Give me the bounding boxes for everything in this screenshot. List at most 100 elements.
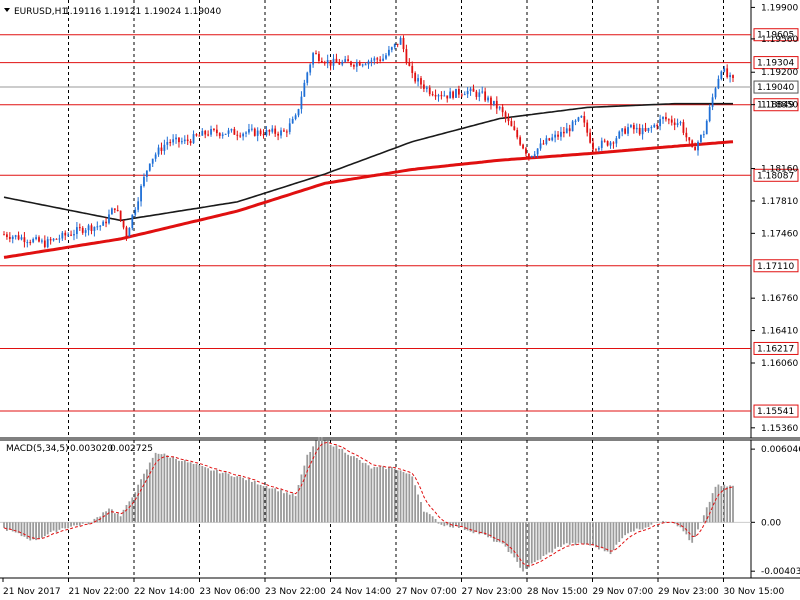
- candle-body: [61, 232, 64, 239]
- candle-body: [583, 116, 586, 123]
- low-value: 1.19024: [144, 7, 181, 17]
- x-tick-label: 27 Nov 23:00: [462, 587, 523, 597]
- candle-body: [245, 132, 247, 134]
- candle-body: [504, 112, 507, 119]
- candle-body: [163, 144, 166, 152]
- candle-body: [178, 137, 180, 143]
- y-tick-label: 1.19900: [761, 3, 798, 13]
- candle-body: [309, 64, 312, 73]
- candle-body: [641, 128, 644, 135]
- candle-body: [621, 128, 624, 132]
- candle-body: [711, 97, 714, 108]
- candle-body: [347, 59, 349, 62]
- candle-body: [662, 116, 664, 120]
- candle-body: [586, 122, 589, 133]
- candle-body: [667, 119, 670, 121]
- candle-body: [355, 62, 358, 67]
- candle-body: [632, 125, 635, 130]
- candle-body: [510, 121, 513, 127]
- candle-body: [14, 235, 17, 237]
- candle-body: [81, 227, 84, 233]
- ma-slow-line: [3, 140, 734, 259]
- candle-body: [213, 129, 215, 131]
- candle-body: [318, 53, 320, 61]
- candle-body: [125, 227, 128, 237]
- candle-body: [6, 234, 8, 237]
- x-tick-label: 27 Nov 07:00: [396, 587, 457, 597]
- candle-body: [84, 230, 87, 233]
- y-tick-label: 1.18850: [761, 101, 798, 111]
- candle-body: [638, 127, 641, 135]
- candle-body: [717, 78, 720, 89]
- candle-body: [530, 155, 533, 157]
- candle-body: [600, 140, 603, 148]
- candle-body: [481, 91, 484, 93]
- candle-body: [297, 109, 300, 116]
- candle-body: [592, 142, 594, 150]
- candle-body: [475, 91, 478, 97]
- candle-body: [227, 130, 230, 134]
- candle-body: [551, 137, 554, 141]
- candle-body: [408, 62, 411, 66]
- candle-body: [52, 238, 55, 241]
- candle-body: [399, 37, 402, 45]
- candle-body: [285, 131, 288, 133]
- open-value: 1.19116: [64, 7, 101, 17]
- candle-body: [495, 100, 498, 109]
- candle-body: [723, 68, 726, 72]
- candle-body: [726, 68, 729, 78]
- candle-body: [17, 235, 20, 240]
- x-tick-label: 24 Nov 14:00: [331, 587, 392, 597]
- x-tick-label: 23 Nov 06:00: [200, 587, 261, 597]
- macd-label: MACD(5,34,5): [6, 444, 69, 454]
- candle-body: [700, 134, 702, 142]
- candle-body: [154, 154, 157, 159]
- candle-body: [26, 242, 29, 244]
- candle-body: [256, 130, 259, 136]
- candle-body: [274, 128, 277, 134]
- candle-body: [574, 120, 577, 122]
- candle-body: [183, 139, 186, 142]
- candle-body: [589, 132, 592, 143]
- candle-body: [8, 236, 11, 239]
- candles: [3, 35, 734, 249]
- candle-body: [320, 60, 323, 63]
- candle-body: [49, 239, 52, 241]
- ma-fast-line: [3, 102, 733, 222]
- candle-body: [670, 119, 673, 123]
- x-tick-label: 23 Nov 22:00: [265, 587, 326, 597]
- candle-body: [679, 122, 682, 124]
- candle-body: [335, 58, 338, 63]
- candle-body: [277, 133, 280, 136]
- candle-body: [420, 78, 422, 85]
- candle-body: [137, 201, 140, 210]
- macd-header: MACD(5,34,5) 0.003020 0.002725: [6, 444, 153, 454]
- candle-body: [108, 214, 110, 224]
- candle-body: [545, 138, 548, 144]
- candle-body: [466, 90, 469, 95]
- candle-body: [580, 116, 583, 118]
- x-tick-label: 30 Nov 15:00: [724, 587, 785, 597]
- candle-body: [498, 107, 501, 109]
- y-tick-label: 1.15360: [761, 424, 798, 434]
- price-level-label: 1.17110: [757, 262, 794, 272]
- candle-body: [402, 37, 405, 50]
- candle-body: [694, 146, 696, 151]
- candle-body: [230, 129, 233, 131]
- candle-body: [434, 94, 437, 97]
- candle-body: [76, 227, 78, 235]
- candle-body: [382, 58, 384, 61]
- candle-body: [560, 131, 562, 137]
- candle-body: [650, 127, 653, 129]
- candle-body: [414, 72, 417, 82]
- macd-histogram: [0, 437, 751, 572]
- dropdown-triangle-icon[interactable]: [4, 8, 10, 12]
- candle-body: [565, 128, 568, 134]
- chart-header: EURUSD,H1 1.19116 1.19121 1.19024 1.1904…: [4, 7, 221, 17]
- candle-body: [105, 221, 107, 224]
- candle-body: [533, 154, 536, 156]
- panel-frames: [0, 0, 800, 579]
- candle-body: [615, 138, 618, 144]
- candle-body: [364, 64, 367, 66]
- y-tick-label: 1.17460: [761, 229, 798, 239]
